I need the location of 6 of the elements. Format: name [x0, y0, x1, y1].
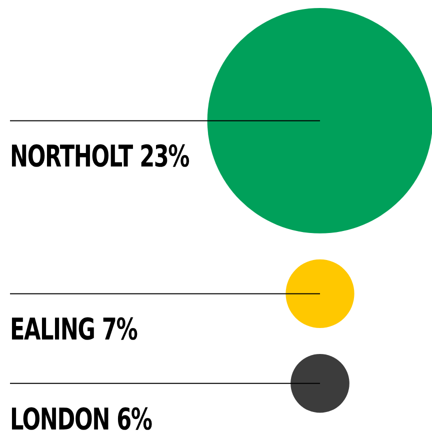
category-label: NORTHOLT: [10, 140, 134, 175]
data-label: 6%: [116, 403, 152, 433]
category-label: LONDON: [10, 403, 110, 433]
category-label: EALING: [10, 313, 95, 348]
data-label: 23%: [140, 140, 190, 175]
data-label: 7%: [102, 313, 138, 348]
